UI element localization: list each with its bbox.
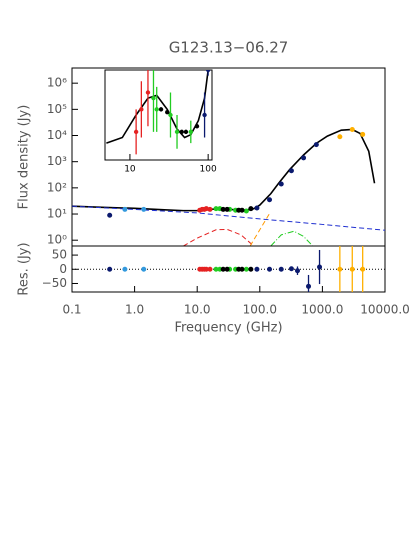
data-point: [360, 266, 366, 272]
frame: [104, 69, 213, 161]
data-point: [337, 266, 343, 272]
x-tick-label: 1000.0: [301, 303, 343, 317]
data-point: [107, 266, 113, 272]
data-point: [220, 206, 226, 212]
data-point: [151, 95, 156, 101]
model-line: [249, 212, 271, 246]
data-point: [243, 266, 249, 272]
data-point: [179, 129, 184, 135]
x-tick-label: 1.0: [125, 303, 144, 317]
data-point: [349, 126, 355, 132]
data-point: [220, 266, 226, 272]
chart-title: G123.13−06.27: [169, 39, 289, 57]
data-point: [145, 90, 151, 95]
data-point: [194, 124, 200, 129]
data-point: [288, 266, 294, 272]
data-point: [254, 205, 260, 211]
data-point: [141, 206, 147, 212]
data-point: [248, 206, 254, 212]
x-tick-label: 100: [200, 165, 217, 175]
y-tick-label: −50: [42, 276, 67, 290]
data-point: [254, 266, 260, 272]
data-point: [360, 131, 366, 137]
x-tick-label: 0.1: [62, 303, 81, 317]
y-tick-label: 10²: [47, 180, 67, 194]
data-point: [139, 107, 144, 112]
y-tick-label: 50: [52, 248, 67, 262]
data-point: [317, 264, 323, 270]
x-tick-label: 10: [124, 165, 136, 175]
data-point: [141, 266, 147, 272]
y-tick-label: 10⁶: [47, 76, 67, 90]
y-tick-label: 10⁰: [47, 233, 67, 247]
data-point: [122, 206, 128, 212]
data-point: [154, 107, 159, 112]
data-point: [174, 129, 180, 135]
data-point: [294, 268, 300, 274]
data-point: [165, 109, 170, 115]
model-line: [106, 70, 209, 144]
data-point: [267, 197, 273, 203]
data-point: [224, 266, 230, 272]
data-point: [183, 129, 189, 135]
data-point: [248, 266, 254, 272]
y-tick-label: 10⁵: [47, 102, 67, 116]
x-tick-label: 100.0: [243, 303, 277, 317]
data-point: [205, 70, 211, 73]
y-tick-label: 10³: [47, 154, 67, 168]
data-point: [239, 266, 245, 272]
data-point: [278, 181, 284, 187]
data-point: [213, 206, 219, 212]
model-line: [72, 128, 376, 212]
plot-area: [72, 246, 385, 292]
data-point: [168, 112, 173, 118]
data-point: [243, 208, 249, 214]
data-point: [224, 206, 230, 212]
plot-area: [72, 126, 385, 246]
y-tick-label: 10⁴: [47, 128, 67, 142]
data-point: [288, 168, 294, 174]
data-point: [107, 212, 113, 218]
data-point: [278, 266, 284, 272]
data-point: [122, 266, 128, 272]
data-point: [306, 283, 312, 289]
y-tick-label: 0: [59, 262, 67, 276]
data-point: [203, 266, 209, 272]
data-point: [337, 134, 343, 140]
data-point: [202, 112, 207, 118]
x-axis-label: Frequency (GHz): [174, 321, 282, 336]
x-tick-label: 10000.0: [360, 303, 410, 317]
y-tick-label: 10¹: [47, 207, 67, 221]
data-point: [313, 142, 319, 148]
data-point: [349, 266, 355, 272]
model-line: [183, 228, 255, 246]
data-point: [133, 129, 139, 135]
data-point: [239, 207, 245, 213]
data-point: [267, 266, 273, 272]
data-point: [213, 266, 219, 272]
data-point: [158, 107, 164, 112]
data-point: [188, 129, 193, 135]
plot-area: [106, 70, 211, 155]
x-tick-label: 10.0: [184, 303, 211, 317]
y-axis-label: Res. (Jy): [17, 242, 32, 295]
data-point: [207, 206, 213, 212]
y-axis-label: Flux density (Jy): [17, 105, 32, 210]
data-point: [301, 155, 307, 161]
data-point: [207, 266, 213, 272]
